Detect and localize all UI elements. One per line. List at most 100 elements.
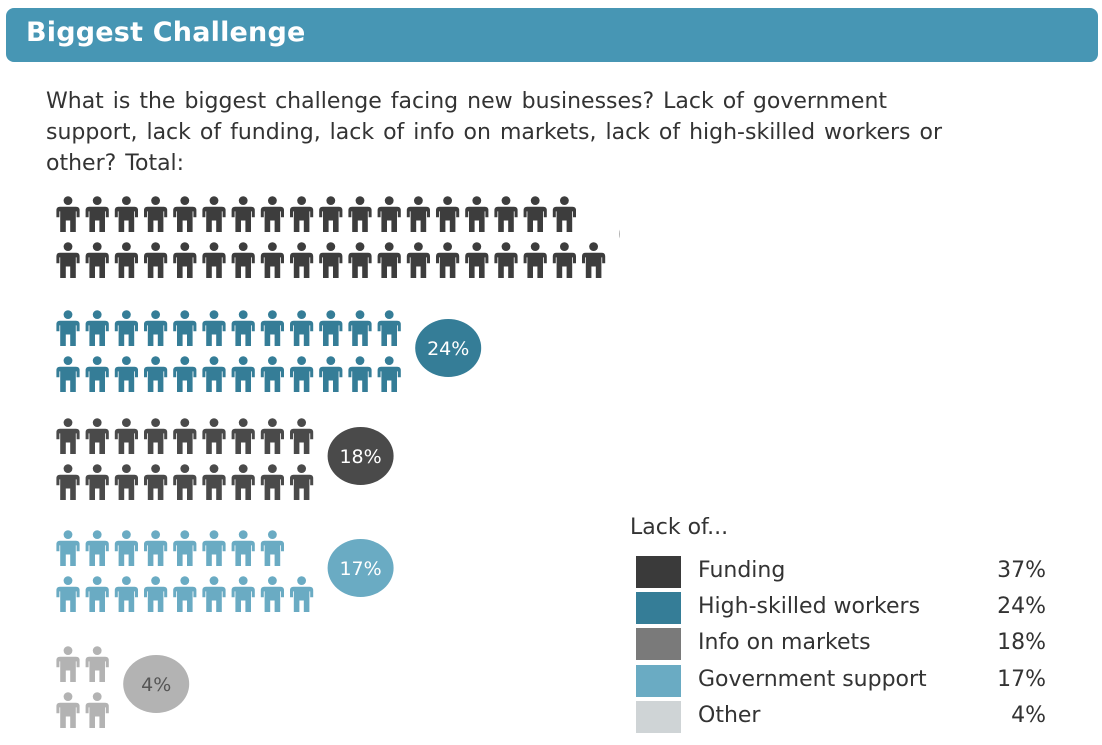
person-icon — [85, 356, 109, 392]
person-icon — [144, 356, 168, 392]
person-icon — [144, 310, 168, 346]
question-text: What is the biggest challenge facing new… — [46, 86, 1098, 179]
person-icon — [260, 310, 284, 346]
legend-label: Other — [698, 703, 761, 728]
legend-value: 4% — [1011, 703, 1046, 728]
person-icon — [202, 576, 226, 612]
person-icon — [173, 242, 197, 278]
person-icon — [523, 196, 547, 232]
person-icon — [114, 242, 138, 278]
person-icon — [348, 356, 372, 392]
pictogram-group-funding — [56, 196, 606, 278]
person-icon — [85, 530, 109, 566]
legend-value: 18% — [997, 630, 1046, 655]
person-icon — [260, 464, 284, 500]
legend-swatch — [636, 665, 681, 697]
percent-label: 4% — [141, 674, 171, 696]
person-icon — [465, 196, 489, 232]
person-icon — [56, 576, 80, 612]
person-icon — [56, 242, 80, 278]
person-icon — [231, 356, 255, 392]
legend-value: 17% — [997, 667, 1046, 692]
legend-label: Government support — [698, 667, 927, 692]
person-icon — [144, 576, 168, 612]
question-line-2: support, lack of funding, lack of info o… — [46, 120, 943, 145]
person-icon — [56, 418, 80, 454]
person-icon — [85, 464, 109, 500]
person-icon — [231, 576, 255, 612]
person-icon — [85, 576, 109, 612]
person-icon — [144, 464, 168, 500]
percent-bubble — [123, 655, 190, 713]
person-icon — [56, 646, 80, 682]
page-title: Biggest Challenge — [26, 17, 306, 48]
person-icon — [85, 242, 109, 278]
person-icon — [260, 356, 284, 392]
person-icon — [231, 418, 255, 454]
person-icon — [202, 418, 226, 454]
person-icon — [290, 464, 314, 500]
person-icon — [173, 530, 197, 566]
person-icon — [260, 530, 284, 566]
person-icon — [202, 242, 226, 278]
person-icon — [114, 356, 138, 392]
person-icon — [319, 196, 343, 232]
pictogram-group-high-skilled-workers — [56, 310, 401, 392]
legend-title: Lack of... — [630, 515, 729, 540]
person-icon — [173, 356, 197, 392]
person-icon — [231, 310, 255, 346]
person-icon — [202, 356, 226, 392]
person-icon — [114, 196, 138, 232]
person-icon — [144, 242, 168, 278]
person-icon — [56, 310, 80, 346]
person-icon — [202, 530, 226, 566]
person-icon — [231, 242, 255, 278]
person-icon — [260, 418, 284, 454]
person-icon — [523, 242, 547, 278]
percent-bubble — [327, 539, 394, 597]
person-icon — [377, 310, 401, 346]
percent-label: 18% — [339, 446, 381, 468]
person-icon — [552, 196, 576, 232]
person-icon — [144, 196, 168, 232]
question-line-1: What is the biggest challenge facing new… — [46, 89, 888, 114]
person-icon — [114, 418, 138, 454]
person-icon — [144, 418, 168, 454]
person-icon — [114, 310, 138, 346]
pictogram-chart: 37%24%18%17%4% — [56, 196, 620, 728]
legend-label: High-skilled workers — [698, 594, 921, 619]
pictogram-group-government-support — [56, 530, 314, 612]
legend-swatch — [636, 701, 681, 733]
person-icon — [319, 242, 343, 278]
person-icon — [436, 196, 460, 232]
person-icon — [290, 242, 314, 278]
person-icon — [260, 576, 284, 612]
person-icon — [494, 196, 518, 232]
person-icon — [85, 196, 109, 232]
person-icon — [406, 196, 430, 232]
person-icon — [260, 196, 284, 232]
person-icon — [173, 418, 197, 454]
percent-label: 24% — [427, 338, 469, 360]
person-icon — [290, 196, 314, 232]
person-icon — [114, 464, 138, 500]
person-icon — [290, 356, 314, 392]
person-icon — [173, 196, 197, 232]
person-icon — [465, 242, 489, 278]
person-icon — [56, 530, 80, 566]
person-icon — [231, 196, 255, 232]
header-bar: Biggest Challenge — [6, 8, 1098, 62]
person-icon — [377, 242, 401, 278]
legend-value: 37% — [997, 558, 1046, 583]
person-icon — [56, 464, 80, 500]
person-icon — [114, 530, 138, 566]
person-icon — [290, 310, 314, 346]
percent-bubble — [415, 319, 482, 377]
person-icon — [377, 356, 401, 392]
person-icon — [348, 242, 372, 278]
person-icon — [85, 418, 109, 454]
pictogram-group-other — [56, 646, 109, 728]
question-line-3: other? Total: — [46, 151, 185, 176]
person-icon — [85, 310, 109, 346]
person-icon — [114, 576, 138, 612]
